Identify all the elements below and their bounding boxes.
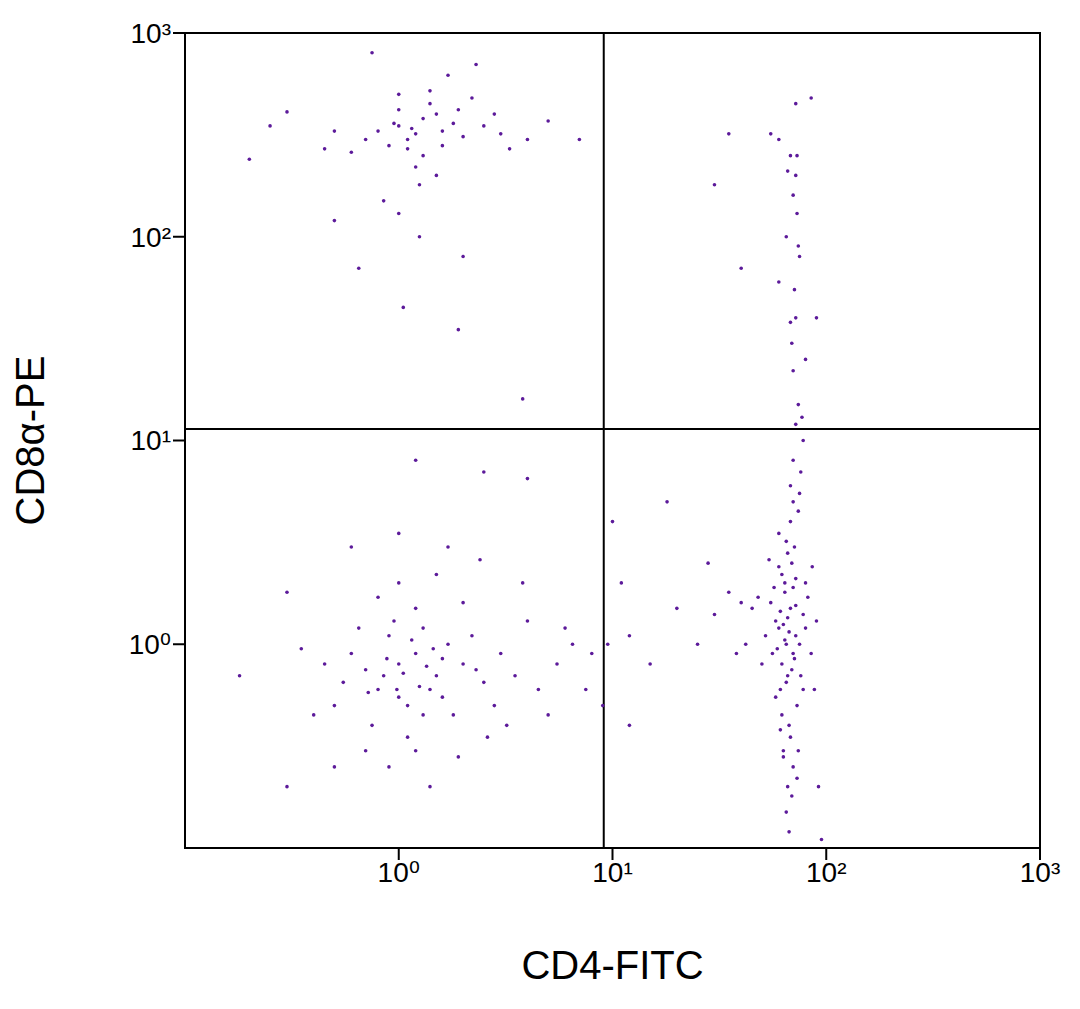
svg-text:CD8α-PE: CD8α-PE (8, 356, 52, 526)
svg-text:10³: 10³ (131, 18, 171, 49)
svg-text:10⁰: 10⁰ (378, 857, 420, 888)
svg-text:10²: 10² (131, 222, 171, 253)
svg-text:CD4-FITC: CD4-FITC (521, 943, 703, 987)
svg-text:10¹: 10¹ (592, 857, 632, 888)
svg-text:10⁰: 10⁰ (129, 629, 171, 660)
svg-text:10¹: 10¹ (131, 425, 171, 456)
svg-text:10²: 10² (806, 857, 846, 888)
svg-text:10³: 10³ (1020, 857, 1060, 888)
